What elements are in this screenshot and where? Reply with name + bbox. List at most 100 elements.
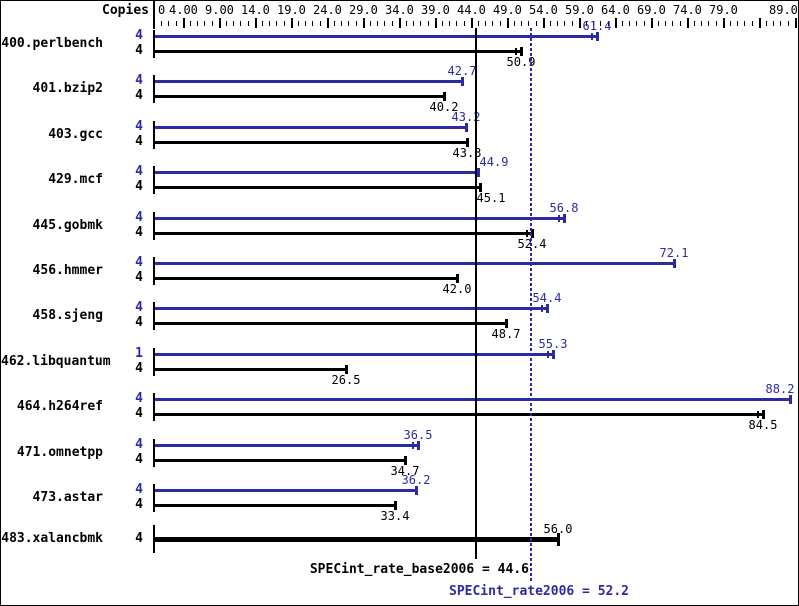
axis-tick-label: 79.0 <box>709 3 738 17</box>
axis-minor-tick <box>492 21 493 26</box>
copies-count-base: 4 <box>135 134 143 149</box>
bar-origin-tick <box>153 484 155 512</box>
axis-minor-tick <box>262 21 263 26</box>
axis-minor-tick <box>413 21 414 26</box>
axis-minor-tick <box>600 21 601 26</box>
base-bar <box>155 50 521 53</box>
axis-major-tick <box>399 18 401 28</box>
bar-median-tick <box>412 442 414 449</box>
bar-value-label: 88.2 <box>765 382 795 396</box>
axis-tick-label: 24.0 <box>313 3 342 17</box>
bar-end-cap <box>417 441 420 450</box>
axis-minor-tick <box>521 21 522 26</box>
axis-major-tick <box>687 18 689 28</box>
axis-major-tick <box>651 18 653 28</box>
axis-minor-tick <box>197 21 198 26</box>
copies-count-peak: 4 <box>135 255 143 270</box>
axis-major-tick <box>723 18 725 28</box>
benchmark-name: 445.gobmk <box>32 218 103 233</box>
axis-minor-tick <box>377 21 378 26</box>
bar-end-cap <box>789 395 792 404</box>
copies-count-base: 4 <box>135 406 143 421</box>
axis-major-tick <box>795 18 797 28</box>
axis-major-tick <box>435 18 437 28</box>
axis-minor-tick <box>334 21 335 26</box>
axis-minor-tick <box>406 21 407 26</box>
axis-minor-tick <box>176 21 177 26</box>
peak-bar <box>155 489 416 492</box>
peak-bar <box>155 35 597 38</box>
bar-value-label: 56.8 <box>549 201 579 215</box>
bar-origin-tick <box>153 439 155 467</box>
bar-end-cap <box>345 365 348 374</box>
bar-value-label: 54.4 <box>532 291 562 305</box>
peak-bar <box>155 307 547 310</box>
axis-major-tick <box>183 18 185 28</box>
axis-tick-label: 4.00 <box>169 3 198 17</box>
axis-minor-tick <box>586 21 587 26</box>
benchmark-name: 473.astar <box>32 490 103 505</box>
bar-end-cap <box>461 77 464 86</box>
axis-minor-tick <box>348 21 349 26</box>
axis-tick-label: 89.0 <box>769 3 798 17</box>
axis-left-boundary-line <box>153 1 155 29</box>
bar-end-cap <box>531 229 534 238</box>
bar-median-tick <box>526 230 528 237</box>
bar-value-label: 61.4 <box>582 19 612 33</box>
benchmark-name: 464.h264ref <box>16 399 103 414</box>
axis-minor-tick <box>478 21 479 26</box>
axis-major-tick <box>255 18 257 28</box>
bar-value-label: 43.3 <box>452 146 482 160</box>
combined-bar <box>155 537 558 542</box>
copies-count-base: 4 <box>135 452 143 467</box>
axis-minor-tick <box>312 21 313 26</box>
copies-count-base: 4 <box>135 531 143 546</box>
axis-minor-tick <box>701 21 702 26</box>
base-bar <box>155 322 506 325</box>
bar-origin-tick <box>153 393 155 421</box>
axis-minor-tick <box>320 21 321 26</box>
axis-minor-tick <box>752 21 753 26</box>
bar-origin-tick <box>153 348 155 376</box>
copies-count-base: 4 <box>135 225 143 240</box>
axis-minor-tick <box>190 21 191 26</box>
axis-minor-tick <box>370 21 371 26</box>
axis-minor-tick <box>644 21 645 26</box>
axis-minor-tick <box>356 21 357 26</box>
axis-minor-tick <box>694 21 695 26</box>
axis-tick-label: 19.0 <box>277 3 306 17</box>
bar-origin-tick <box>153 75 155 103</box>
bar-origin-tick <box>153 525 155 553</box>
bar-end-cap <box>673 259 676 268</box>
axis-minor-tick <box>557 21 558 26</box>
bar-end-cap <box>552 350 555 359</box>
copies-count-peak: 4 <box>135 482 143 497</box>
benchmark-name: 401.bzip2 <box>32 81 103 96</box>
bar-end-cap <box>520 47 523 56</box>
axis-major-tick <box>759 18 761 28</box>
peak-mean-dotted-line <box>530 28 532 582</box>
axis-minor-tick <box>788 21 789 26</box>
bar-value-label: 33.4 <box>380 509 410 523</box>
axis-minor-tick <box>428 21 429 26</box>
copies-count-peak: 1 <box>135 346 143 361</box>
copies-count-peak: 4 <box>135 437 143 452</box>
axis-minor-tick <box>341 21 342 26</box>
copies-column-header: Copies <box>102 3 149 18</box>
axis-tick-label: 49.0 <box>493 3 522 17</box>
bar-end-cap <box>762 410 765 419</box>
axis-minor-tick <box>716 21 717 26</box>
benchmark-name: 400.perlbench <box>1 36 103 51</box>
axis-minor-tick <box>212 21 213 26</box>
bar-median-tick <box>515 48 517 55</box>
axis-minor-tick <box>442 21 443 26</box>
base-bar <box>155 186 480 189</box>
axis-minor-tick <box>226 21 227 26</box>
bar-end-cap <box>415 486 418 495</box>
base-bar <box>155 459 405 462</box>
axis-minor-tick <box>233 21 234 26</box>
copies-count-base: 4 <box>135 43 143 58</box>
axis-minor-tick <box>485 21 486 26</box>
peak-bar <box>155 171 478 174</box>
